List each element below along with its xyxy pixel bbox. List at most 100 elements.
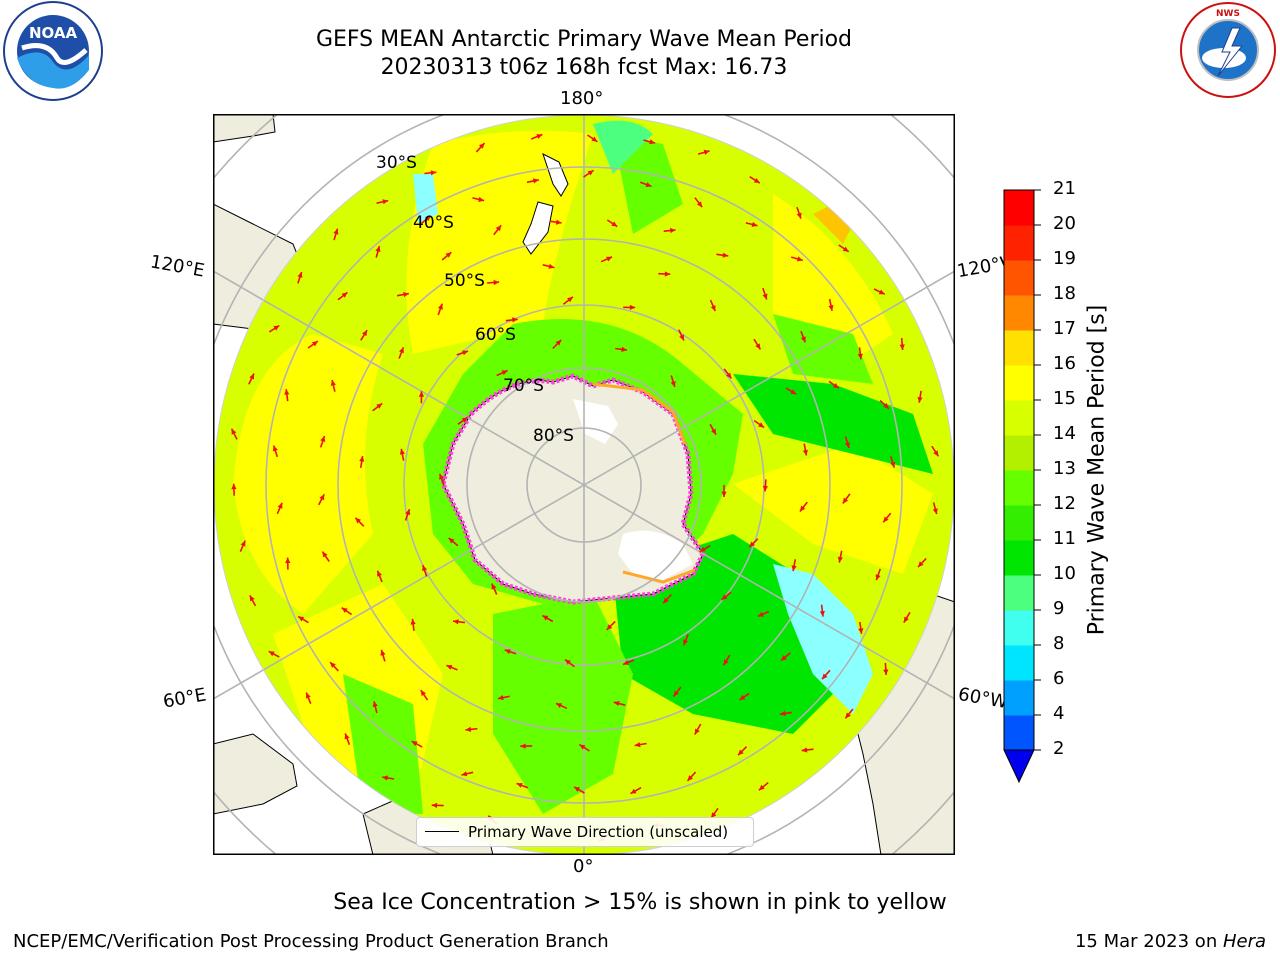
wave-arrow-head (645, 182, 652, 187)
weddell-ice (618, 530, 693, 580)
footer-date: 15 Mar 2023 on Hera (1074, 931, 1266, 952)
wave-arrow-head (664, 271, 671, 277)
colorbar-segment (1004, 190, 1034, 226)
wave-arrow-head (649, 139, 656, 145)
wave-arrow-head (758, 422, 765, 428)
colorbar-tick-label: 13 (1053, 458, 1076, 479)
wave-arrow-head (802, 449, 808, 456)
wave-arrow-head (516, 783, 523, 788)
wave-arrow-head (611, 221, 618, 227)
wave-arrow-head (670, 381, 676, 387)
wave-arrow-head (790, 389, 797, 395)
colorbar-segment (1004, 575, 1034, 611)
wave-arrow-head (801, 747, 808, 753)
wave-arrow-head (673, 690, 679, 697)
colorbar-segment (1004, 470, 1034, 506)
map-title: GEFS MEAN Antarctic Primary Wave Mean Pe… (315, 27, 853, 52)
wave-arrow-head (372, 701, 378, 708)
wave-arrow-head (333, 228, 339, 235)
colorbar-tick-label: 19 (1053, 248, 1076, 269)
wave-arrow-head (842, 497, 849, 504)
wave-arrow-head (687, 775, 693, 781)
wave-arrow-head (305, 692, 311, 699)
wave-arrow-head (837, 556, 843, 563)
wave-arrow-head (249, 373, 254, 380)
wave-arrow-head (918, 561, 924, 568)
lat-label-50s: 50°S (444, 271, 485, 291)
wave-arrow-head (883, 403, 889, 409)
wave-arrow-head (679, 334, 684, 341)
wave-arrow-head (844, 442, 850, 448)
wave-arrow-head (512, 317, 518, 323)
wave-arrow-head (857, 353, 863, 360)
colorbar-segment (1004, 715, 1034, 751)
wave-arrow-head (277, 502, 283, 509)
wave-arrow-head (606, 256, 613, 262)
wave-arrow-head (359, 456, 365, 462)
wave-arrow-head (330, 380, 336, 386)
wave-arrow-head (623, 660, 629, 665)
colorbar-segment (1004, 295, 1034, 331)
wave-arrow-head (231, 428, 237, 435)
wave-arrow-head (319, 494, 325, 501)
legend-label: Primary Wave Direction (unscaled) (468, 823, 729, 841)
wave-arrow-head (542, 615, 549, 621)
australia-land (213, 114, 276, 143)
wave-arrow-head (453, 619, 459, 625)
lat-label-30s: 30°S (376, 153, 417, 173)
colorbar-tick-label: 21 (1053, 178, 1076, 199)
wave-arrow-head (738, 749, 744, 756)
lon-label-right-lower: 60°W (956, 683, 1010, 714)
antarctic-map: 30°S 40°S 50°S 60°S 70°S 80°S (213, 114, 955, 855)
wave-arrow-head (399, 347, 404, 354)
wave-arrow-head (629, 304, 636, 310)
wave-arrow-head (696, 201, 703, 208)
colorbar-segment (1004, 610, 1034, 646)
wave-arrow-head (819, 610, 825, 617)
colorbar-segment (1004, 330, 1034, 366)
wave-arrow-head (711, 428, 716, 435)
colorbar-tick-label: 12 (1053, 493, 1076, 514)
wave-arrow-head (822, 673, 828, 680)
wave-arrow-head (587, 170, 594, 176)
wave-arrow-head (341, 292, 348, 298)
wave-arrow-head (403, 292, 409, 298)
wave-arrow-head (565, 659, 571, 665)
wave-arrow-head (410, 618, 416, 625)
colorbar-segment (1004, 260, 1034, 296)
colorbar-tick-label: 8 (1053, 633, 1065, 654)
wave-arrow-head (501, 370, 508, 376)
wave-arrow-head (917, 397, 923, 403)
colorbar-tick-label: 16 (1053, 353, 1076, 374)
wave-arrow-head (663, 597, 669, 604)
wave-arrow-head (461, 771, 468, 777)
wave-arrow-head (520, 743, 526, 749)
wave-arrow-head (322, 551, 328, 558)
wave-arrow-head (567, 296, 573, 303)
wave-arrow-head (341, 607, 348, 613)
wave-arrow-head (749, 541, 755, 548)
wave-arrow-head (425, 215, 431, 222)
lon-label-left-upper: 120°E (148, 251, 207, 282)
wave-arrow-head (800, 336, 806, 343)
lat-label-40s: 40°S (413, 213, 454, 233)
wave-arrow-head (418, 391, 425, 397)
wave-arrow-head (883, 669, 889, 675)
wave-arrow-head (411, 741, 418, 747)
colorbar-segment (1004, 540, 1034, 576)
colorbar-tick-label: 17 (1053, 318, 1076, 339)
wave-arrow-head (298, 616, 305, 622)
wave-arrow-head (630, 788, 637, 794)
svg-text:NWS: NWS (1216, 9, 1240, 19)
nws-logo: NWS (1180, 2, 1276, 98)
colorbar (1003, 189, 1041, 784)
footer-machine: Hera (1222, 931, 1266, 952)
wave-arrow-head (548, 263, 555, 269)
wave-arrow-head (231, 483, 237, 490)
wave-arrow-head (437, 303, 443, 310)
colorbar-tick-label: 2 (1053, 738, 1065, 759)
lon-label-top: 180° (560, 88, 604, 109)
wave-arrow-head (461, 417, 468, 423)
wave-arrow-head (791, 565, 797, 572)
wave-arrow-head (495, 225, 502, 232)
